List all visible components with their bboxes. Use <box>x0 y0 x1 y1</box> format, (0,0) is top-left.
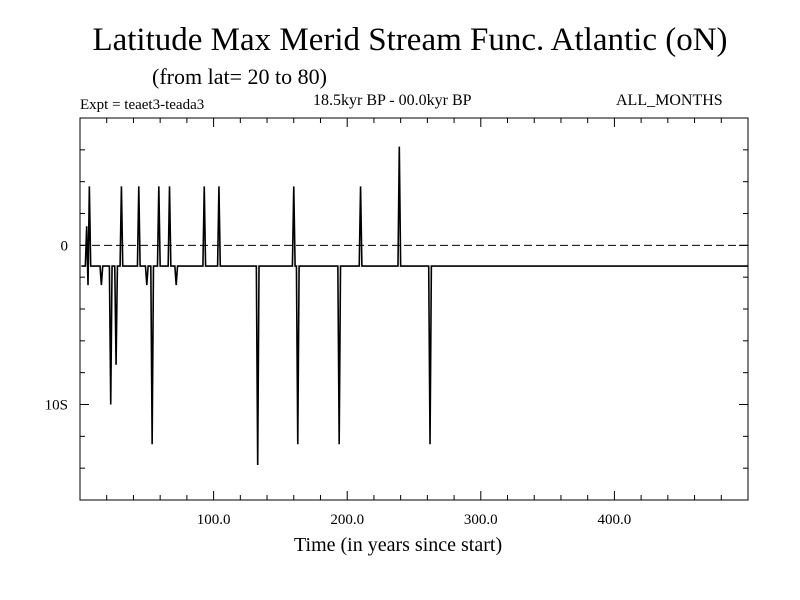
data-series-line <box>81 146 748 465</box>
plot-frame <box>79 117 749 501</box>
x-tick-label: 200.0 <box>330 512 364 528</box>
chart-title: Latitude Max Merid Stream Func. Atlantic… <box>92 22 728 58</box>
x-tick-label: 100.0 <box>197 512 231 528</box>
y-tick-label: 0 <box>61 238 69 254</box>
period-label: 18.5kyr BP - 00.0kyr BP <box>313 92 472 109</box>
months-label: ALL_MONTHS <box>616 92 723 109</box>
x-tick-label: 300.0 <box>464 512 498 528</box>
experiment-label: Expt = teaet3-teada3 <box>80 97 205 113</box>
chart-subtitle: (from lat= 20 to 80) <box>152 64 327 89</box>
y-tick-label: 10S <box>45 398 68 414</box>
tick-group: 100.0 200.0 300.0 400.0 0 10S <box>45 118 748 528</box>
x-axis-label: Time (in years since start) <box>294 534 503 556</box>
x-tick-label: 400.0 <box>598 512 632 528</box>
